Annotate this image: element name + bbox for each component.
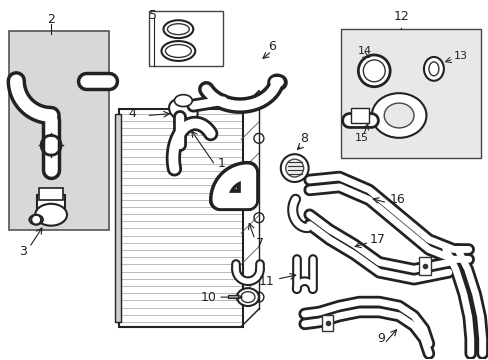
Ellipse shape [280,154,308,182]
Ellipse shape [161,41,195,61]
Bar [39,188,63,200]
Text: 17: 17 [368,233,385,246]
Text: 8: 8 [299,132,307,145]
Ellipse shape [237,288,258,306]
Ellipse shape [371,93,426,138]
Ellipse shape [285,159,303,177]
Text: 12: 12 [392,10,408,23]
Ellipse shape [163,20,193,38]
Ellipse shape [35,204,67,226]
Ellipse shape [241,292,254,302]
Bar [351,108,368,123]
Bar [341,29,480,158]
Text: 3: 3 [20,245,27,258]
Bar [115,113,121,322]
Bar [37,195,65,215]
Text: 4: 4 [128,107,136,120]
Ellipse shape [428,62,438,76]
Ellipse shape [169,99,197,122]
Text: 1: 1 [218,157,225,170]
Bar [9,31,108,230]
Bar [321,315,333,331]
Text: 16: 16 [388,193,404,206]
Ellipse shape [174,95,192,107]
Text: 14: 14 [357,46,371,56]
Ellipse shape [363,60,385,82]
Ellipse shape [29,215,43,225]
Ellipse shape [165,45,191,58]
Text: 2: 2 [47,13,55,26]
Text: 15: 15 [354,133,367,143]
Text: 5: 5 [148,9,156,22]
Text: 7: 7 [255,237,264,250]
Ellipse shape [358,55,389,87]
Bar [148,11,223,66]
Text: 11: 11 [259,275,274,288]
Ellipse shape [423,57,443,81]
Bar [119,109,243,327]
Bar [418,257,430,275]
Ellipse shape [167,24,189,35]
Text: 6: 6 [267,40,275,53]
Text: 9: 9 [377,332,385,345]
Text: 10: 10 [200,291,216,303]
Ellipse shape [384,103,413,128]
Text: 13: 13 [453,51,467,61]
